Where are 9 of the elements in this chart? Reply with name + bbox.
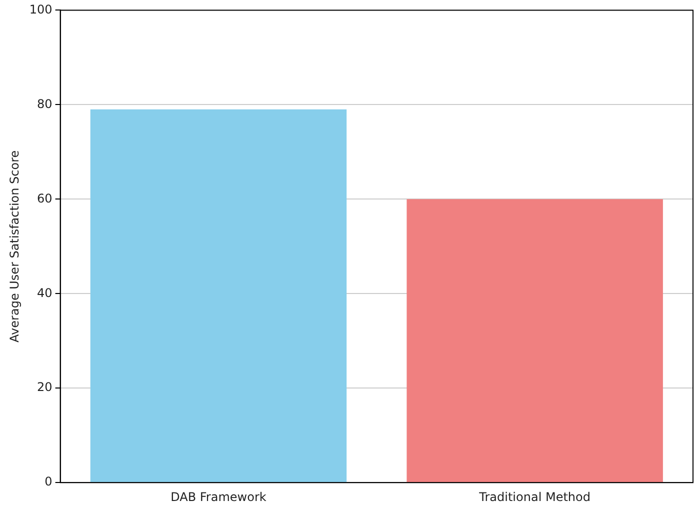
x-tick-label: DAB Framework: [170, 490, 266, 504]
y-axis-title: Average User Satisfaction Score: [7, 150, 22, 342]
x-tick-label: Traditional Method: [478, 490, 590, 504]
y-tick-label: 40: [37, 286, 52, 300]
y-tick-label: 100: [29, 2, 52, 16]
y-tick-label: 0: [44, 474, 52, 489]
y-tick-label: 60: [37, 191, 52, 206]
y-tick-label: 80: [37, 96, 52, 111]
y-tick-label: 20: [37, 380, 52, 394]
